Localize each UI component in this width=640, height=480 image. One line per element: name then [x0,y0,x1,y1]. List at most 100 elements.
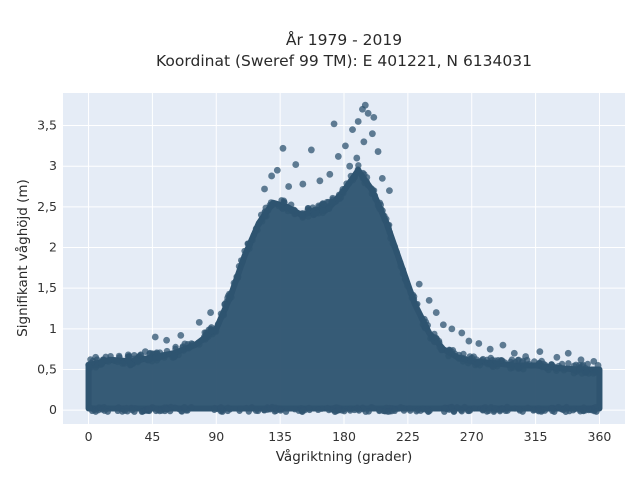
data-point [221,301,229,308]
data-point [439,321,447,329]
data-point [129,406,136,414]
data-point [342,142,349,150]
data-point [280,199,288,206]
data-point [354,118,362,125]
data-point [441,404,448,412]
data-point [212,328,220,335]
data-point [267,203,274,210]
data-point [250,231,258,239]
data-point [252,407,260,414]
data-point [536,348,544,356]
data-points [86,101,602,372]
data-point [522,353,530,360]
data-point [329,196,336,203]
data-point [263,212,270,220]
data-point [195,318,203,326]
x-tick-label: 135 [268,429,292,444]
data-point [181,404,188,411]
data-point [86,364,94,372]
data-point [576,406,584,413]
data-point [205,326,212,334]
data-point [217,404,225,411]
data-point [163,336,171,344]
data-point [414,300,421,308]
data-point [360,138,368,146]
x-tick-label: 90 [208,429,224,444]
data-point [123,404,130,412]
data-point [339,188,346,195]
data-point [465,337,473,345]
data-point [101,407,108,414]
data-point [196,341,203,348]
data-point [438,346,445,354]
data-point [386,187,393,194]
data-point [114,358,121,366]
data-point [359,105,366,113]
data-point [288,207,296,215]
data-point [107,352,114,360]
data-point [524,404,532,412]
data-cloud [85,162,603,415]
data-point [155,354,163,361]
data-point [545,366,552,374]
data-point [325,205,332,212]
data-point [326,170,334,178]
data-point [171,352,178,359]
data-point [163,347,171,355]
data-point [393,248,400,256]
data-point [119,408,126,415]
data-point [305,404,313,412]
data-point [381,216,388,223]
data-point [466,353,474,360]
data-point [334,153,342,160]
data-point [461,355,468,362]
data-point [378,174,386,182]
y-tick-label: 0,5 [37,362,57,377]
x-tick-label: 315 [524,429,548,444]
data-point [415,280,423,288]
data-point [448,403,455,411]
x-axis-label: Vågriktning (grader) [276,448,413,465]
data-point [553,353,561,361]
data-point [105,357,112,365]
data-point [355,162,362,169]
y-tick-label: 0 [49,402,57,417]
data-point [569,406,577,414]
data-point [391,407,398,415]
data-point [425,296,433,304]
y-axis-ticks: 0 0,5 1 1,5 2 2,5 3 3,5 [37,118,57,418]
data-point [285,183,293,190]
data-point [590,357,598,365]
data-point [548,405,556,412]
data-point [465,407,473,415]
data-point [273,166,281,174]
data-point [252,225,260,232]
data-point [241,247,248,255]
data-point [421,315,428,323]
data-point [497,357,504,364]
data-point [207,309,214,316]
data-point [553,365,560,372]
data-point [349,176,357,184]
data-point [185,345,192,352]
data-point [565,360,572,367]
y-tick-label: 3 [49,158,57,173]
data-point [226,406,234,413]
data-point [304,204,312,212]
data-point [491,405,499,412]
data-point [376,406,383,414]
data-point [131,355,138,362]
data-point [298,210,305,217]
data-point [349,126,356,133]
data-point [346,162,354,170]
data-point [377,201,385,209]
data-point [406,405,413,412]
data-point [499,341,507,349]
x-axis-ticks: 0 45 90 135 180 225 270 315 360 [85,429,612,444]
chart-subtitle: Koordinat (Sweref 99 TM): E 401221, N 61… [156,52,532,70]
data-point [585,405,592,412]
data-point [401,275,409,282]
data-point [92,353,100,361]
data-point [311,210,318,217]
data-point [283,205,291,212]
